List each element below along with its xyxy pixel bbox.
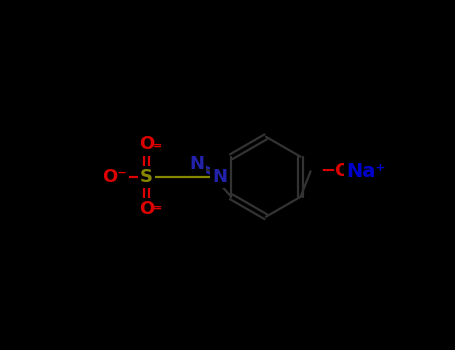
Text: O: O — [139, 135, 154, 153]
Text: O: O — [139, 200, 154, 218]
Text: N: N — [189, 155, 204, 173]
Text: Na⁺: Na⁺ — [346, 162, 386, 181]
Text: =: = — [153, 203, 162, 212]
Text: N: N — [212, 168, 227, 186]
Text: =: = — [153, 141, 162, 151]
Text: −O: −O — [320, 162, 350, 180]
Text: O⁻: O⁻ — [102, 168, 126, 186]
Text: S: S — [140, 168, 153, 186]
